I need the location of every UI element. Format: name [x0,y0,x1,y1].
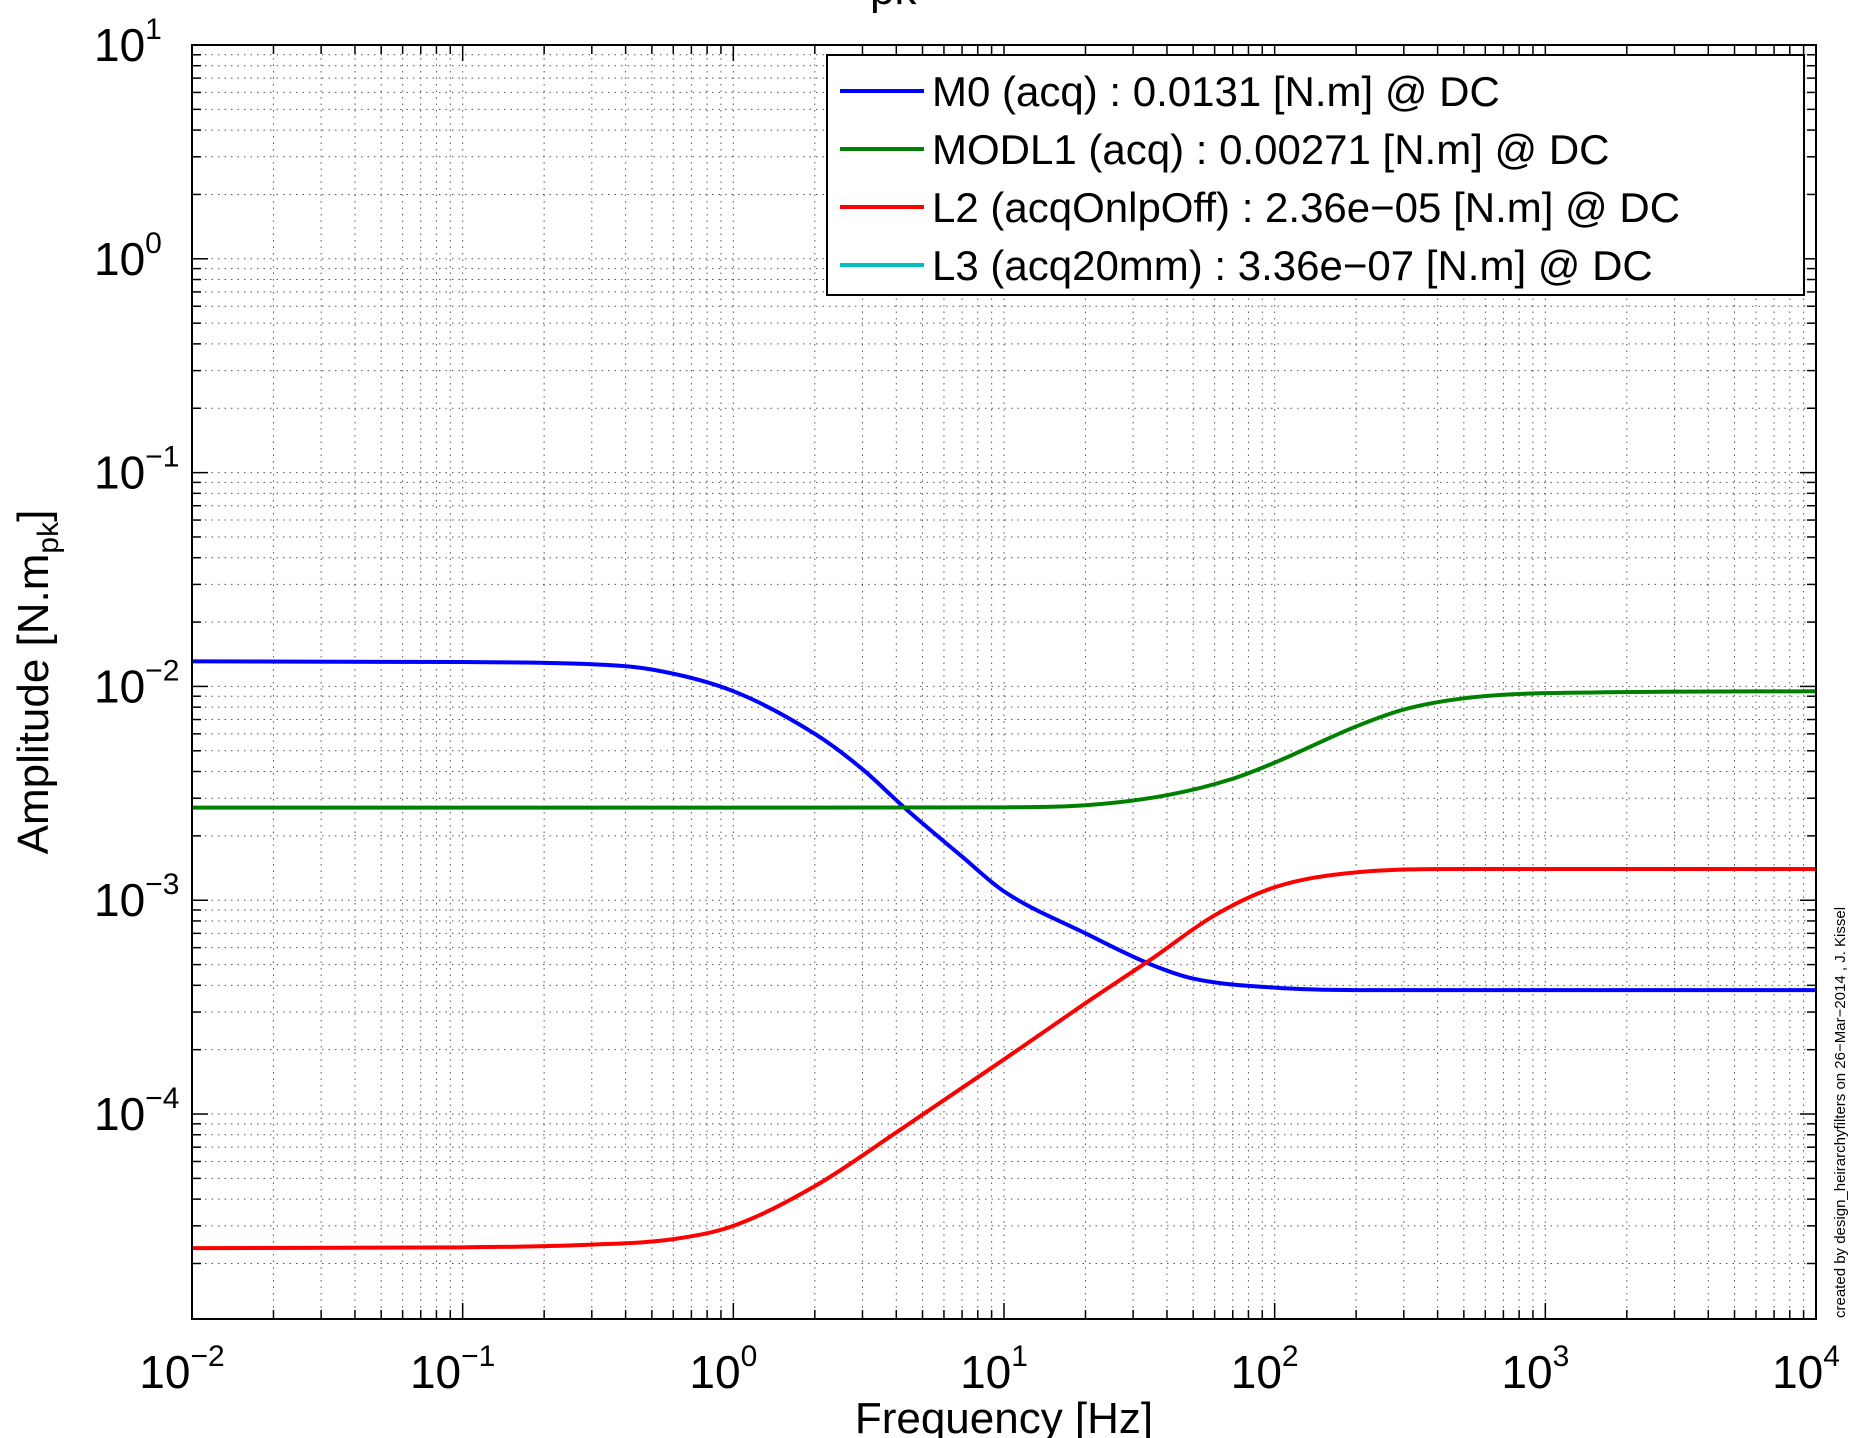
y-axis-label-end: ] [9,510,58,522]
x-tick-labels: 10−2 10−1 100 101 102 103 104 [139,1340,1840,1398]
x-tick-label: 104 [1772,1340,1840,1398]
series-line-0 [191,659,1816,993]
y-tick-label: 10−4 [94,1082,179,1140]
x-tick-label: 101 [960,1340,1028,1398]
y-tick-label: 10−1 [94,441,179,499]
y-axis-label: Amplitude [N.mpk] [9,510,65,855]
title-fragment: pk [870,0,917,14]
x-tick-label: 10−1 [410,1340,495,1398]
credit-annotation: created by design_heirarchyfilters on 26… [1832,907,1849,1318]
legend-label-0: M0 (acq) : 0.0131 [N.m] @ DC [932,68,1500,115]
y-tick-label: 10−3 [94,868,179,926]
legend: M0 (acq) : 0.0131 [N.m] @ DC MODL1 (acq) … [826,54,1805,296]
legend-box [826,54,1805,296]
x-tick-label: 100 [689,1340,757,1398]
x-tick-label: 102 [1231,1340,1299,1398]
y-axis-label-main: Amplitude [N.m [9,554,58,855]
x-tick-label: 10−2 [139,1340,224,1398]
y-tick-label: 101 [94,13,162,71]
series-line-1 [191,689,1817,810]
y-tick-label: 10−2 [94,654,179,712]
svg-text:Amplitude [N.mpk]: Amplitude [N.mpk] [9,510,65,855]
y-tick-labels: 10−4 10−3 10−2 10−1 100 101 [94,13,179,1140]
series-line-2 [191,866,1816,1251]
y-axis-label-sub: pk [32,521,65,554]
y-tick-label: 100 [94,227,162,285]
legend-label-2: L2 (acqOnlpOff) : 2.36e−05 [N.m] @ DC [932,184,1680,231]
x-axis-label: Frequency [Hz] [855,1394,1153,1438]
series-layer [191,659,1817,1251]
legend-label-1: MODL1 (acq) : 0.00271 [N.m] @ DC [932,126,1610,173]
x-tick-label: 103 [1501,1340,1569,1398]
legend-label-3: L3 (acq20mm) : 3.36e−07 [N.m] @ DC [932,242,1653,289]
